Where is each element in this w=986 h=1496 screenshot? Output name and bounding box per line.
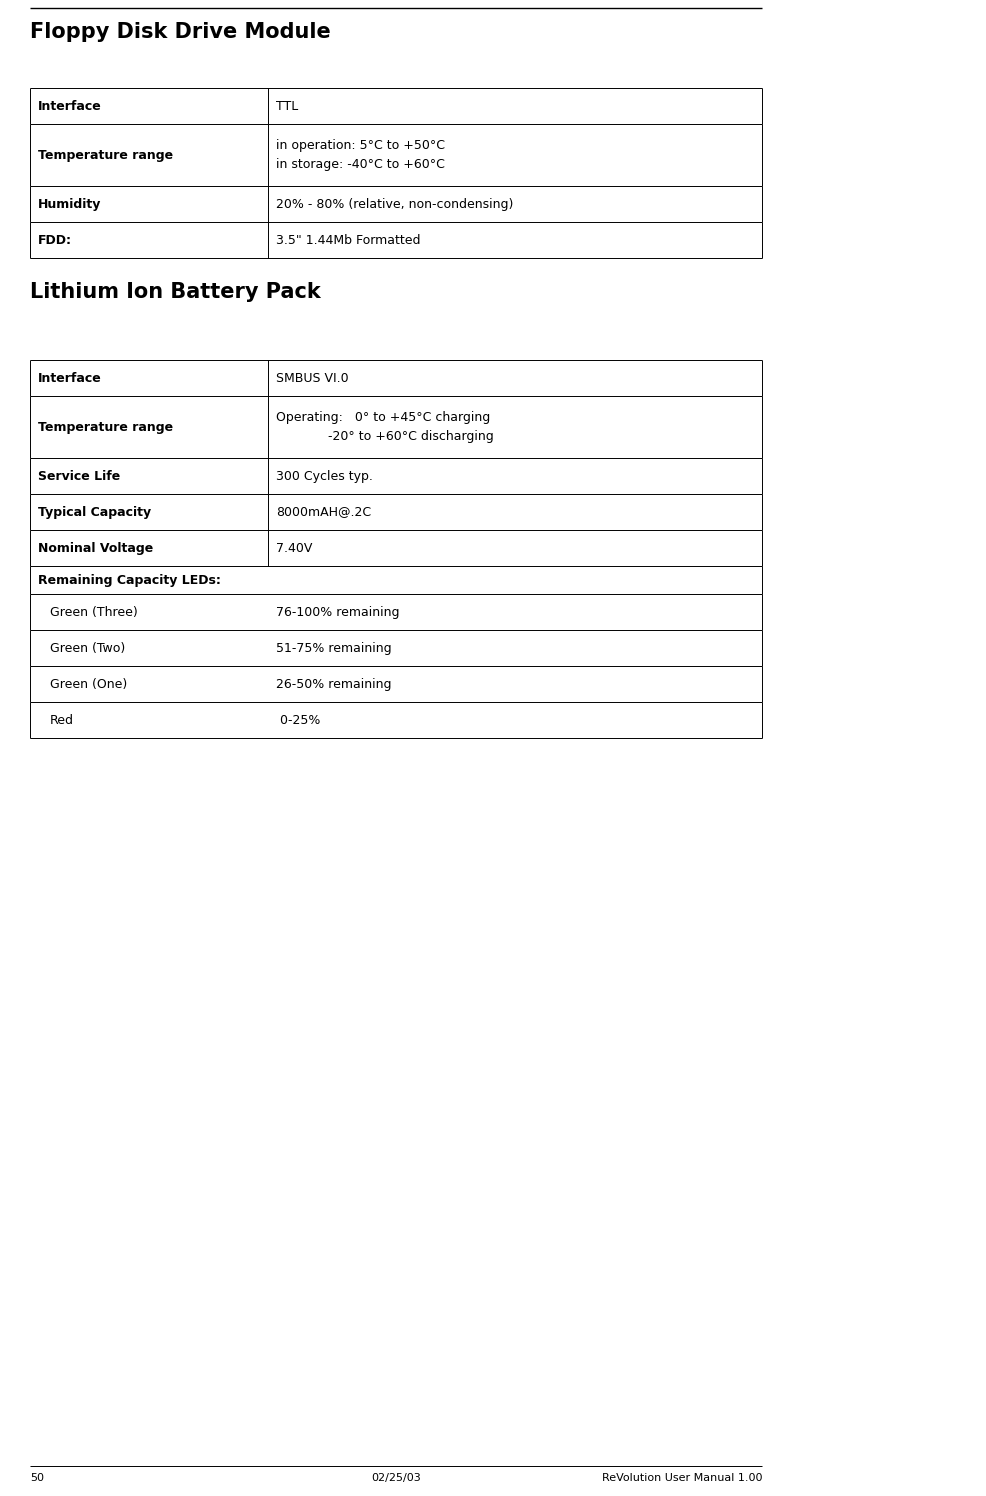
Text: Humidity: Humidity [38, 197, 102, 211]
Text: Temperature range: Temperature range [38, 148, 174, 162]
Text: 7.40V: 7.40V [276, 542, 313, 555]
Text: Temperature range: Temperature range [38, 420, 174, 434]
Text: 300 Cycles typ.: 300 Cycles typ. [276, 470, 373, 483]
Text: Operating:   0° to +45°C charging: Operating: 0° to +45°C charging [276, 411, 490, 425]
Text: in operation: 5°C to +50°C: in operation: 5°C to +50°C [276, 139, 445, 153]
Text: 0-25%: 0-25% [276, 714, 320, 727]
Text: Floppy Disk Drive Module: Floppy Disk Drive Module [30, 22, 330, 42]
Text: 51-75% remaining: 51-75% remaining [276, 642, 391, 655]
Text: SMBUS VI.0: SMBUS VI.0 [276, 371, 349, 384]
Text: 02/25/03: 02/25/03 [371, 1474, 421, 1483]
Text: 20% - 80% (relative, non-condensing): 20% - 80% (relative, non-condensing) [276, 197, 514, 211]
Text: Green (Two): Green (Two) [50, 642, 125, 655]
Text: Remaining Capacity LEDs:: Remaining Capacity LEDs: [38, 573, 221, 586]
Text: Green (Three): Green (Three) [50, 606, 138, 618]
Text: Red: Red [50, 714, 74, 727]
Text: 8000mAH@.2C: 8000mAH@.2C [276, 506, 371, 519]
Text: 26-50% remaining: 26-50% remaining [276, 678, 391, 691]
Text: Typical Capacity: Typical Capacity [38, 506, 151, 519]
Text: Interface: Interface [38, 371, 102, 384]
Text: FDD:: FDD: [38, 233, 72, 247]
Text: 50: 50 [30, 1474, 44, 1483]
Text: Nominal Voltage: Nominal Voltage [38, 542, 153, 555]
Text: 76-100% remaining: 76-100% remaining [276, 606, 399, 618]
Text: ReVolution User Manual 1.00: ReVolution User Manual 1.00 [601, 1474, 762, 1483]
Text: in storage: -40°C to +60°C: in storage: -40°C to +60°C [276, 159, 445, 171]
Text: Green (One): Green (One) [50, 678, 127, 691]
Text: -20° to +60°C discharging: -20° to +60°C discharging [276, 429, 494, 443]
Text: Service Life: Service Life [38, 470, 120, 483]
Text: Interface: Interface [38, 100, 102, 112]
Text: 3.5" 1.44Mb Formatted: 3.5" 1.44Mb Formatted [276, 233, 420, 247]
Text: TTL: TTL [276, 100, 298, 112]
Text: Lithium Ion Battery Pack: Lithium Ion Battery Pack [30, 283, 320, 302]
